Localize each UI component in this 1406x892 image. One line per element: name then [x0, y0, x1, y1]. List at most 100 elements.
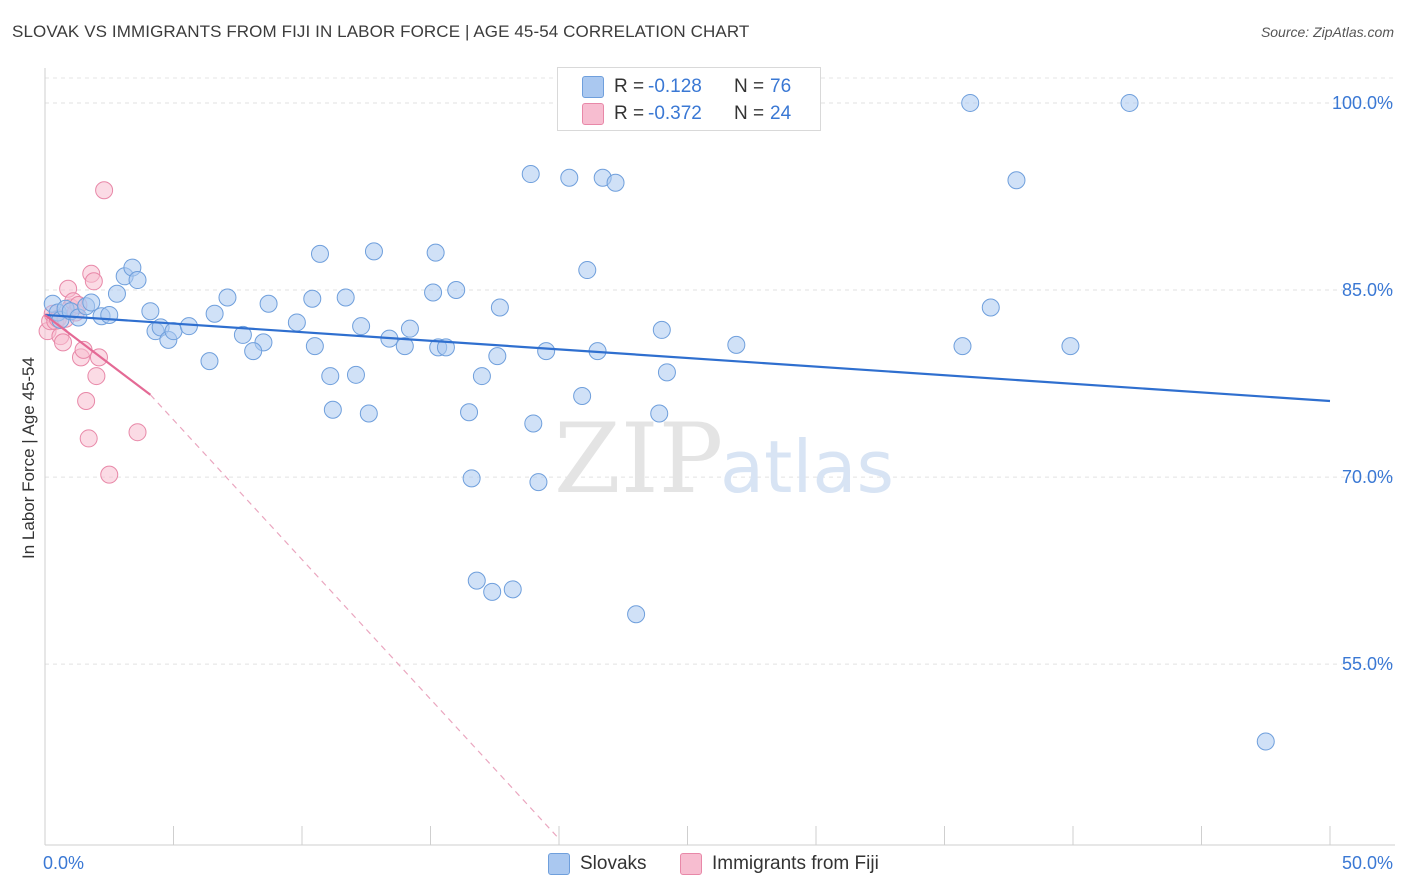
slovak-point — [521, 165, 540, 184]
n-label: N = — [734, 76, 765, 97]
slovak-point — [107, 284, 126, 303]
trendlines — [44, 313, 1331, 840]
slovak-point — [560, 168, 579, 187]
slovak-point — [100, 305, 119, 324]
watermark-atlas: atlas — [720, 425, 894, 509]
stats-legend: R = -0.128 N = 76 R = -0.372 N = 24 — [557, 67, 821, 131]
slovak-point — [321, 367, 340, 386]
slovak-point — [141, 302, 160, 321]
fiji-point — [87, 367, 106, 386]
slovak-point — [467, 571, 486, 590]
slovak-point — [447, 281, 466, 300]
slovak-point — [573, 387, 592, 406]
fiji-point — [53, 333, 72, 352]
fiji-point — [100, 465, 119, 484]
slovak-point — [1256, 732, 1275, 751]
slovak-point — [200, 352, 219, 371]
slovak-point — [727, 335, 746, 354]
fiji-n-value: 24 — [770, 103, 792, 124]
slovak-points — [43, 93, 1275, 751]
y-axis-label: In Labor Force | Age 45-54 — [19, 357, 38, 559]
fiji-legend-swatch — [680, 853, 702, 875]
watermark: ZIP atlas — [554, 403, 894, 515]
slovak-point — [218, 288, 237, 307]
slovak-point — [529, 473, 548, 492]
slovak-point — [460, 403, 479, 422]
slovak-point — [490, 298, 509, 317]
slovak-point — [424, 283, 443, 302]
x-tick-label-end: 50.0% — [1342, 853, 1393, 873]
slovak-point — [336, 288, 355, 307]
r-label: R = — [614, 76, 645, 97]
fiji-points — [38, 181, 147, 484]
slovak-point — [233, 325, 252, 344]
slovak-point — [578, 261, 597, 280]
x-tick-label-start: 0.0% — [43, 853, 84, 873]
y-tick-label: 85.0% — [1342, 280, 1393, 300]
slovak-point — [305, 337, 324, 356]
slovaks-legend-label: Slovaks — [580, 853, 647, 874]
y-tick-label: 100.0% — [1332, 93, 1393, 113]
slovak-point — [364, 242, 383, 261]
fiji-point — [77, 392, 96, 411]
slovak-point — [483, 582, 502, 601]
slovak-point — [359, 404, 378, 423]
slovak-point — [82, 293, 101, 312]
slovak-point — [462, 469, 481, 488]
chart-title: SLOVAK VS IMMIGRANTS FROM FIJI IN LABOR … — [12, 22, 750, 41]
fiji-point — [128, 423, 147, 442]
slovak-point — [352, 317, 371, 336]
slovak-point — [488, 347, 507, 366]
fiji-point — [84, 272, 103, 291]
slovaks-swatch — [582, 76, 604, 98]
slovak-point — [503, 580, 522, 599]
slovak-point — [259, 294, 278, 313]
slovak-point — [164, 322, 183, 341]
slovak-point — [472, 367, 491, 386]
x-tick-labels: 0.0% 50.0% — [43, 853, 1393, 873]
slovak-point — [346, 365, 365, 384]
n-label: N = — [734, 103, 765, 124]
slovak-point — [310, 244, 329, 263]
watermark-zip: ZIP — [554, 403, 723, 515]
bottom-legend-fiji[interactable]: Immigrants from Fiji — [680, 850, 879, 878]
slovak-point — [650, 404, 669, 423]
fiji-point — [95, 181, 114, 200]
slovaks-legend-swatch — [548, 853, 570, 875]
fiji-point — [79, 429, 98, 448]
slovak-point — [657, 363, 676, 382]
slovak-point — [244, 342, 263, 361]
slovak-point — [953, 337, 972, 356]
grid-lines — [45, 77, 1395, 665]
slovak-point — [179, 317, 198, 336]
slovak-point — [981, 298, 1000, 317]
fiji-r-value: -0.372 — [648, 103, 702, 124]
slovak-point — [1007, 171, 1026, 190]
slovak-point — [287, 313, 306, 332]
fiji-swatch — [582, 103, 604, 125]
slovaks-trendline — [44, 313, 1331, 403]
fiji-legend-label: Immigrants from Fiji — [712, 853, 879, 874]
source-credit: Source: ZipAtlas.com — [1260, 24, 1394, 40]
slovak-point — [128, 271, 147, 290]
slovak-point — [303, 289, 322, 308]
slovak-point — [205, 304, 224, 323]
slovak-point — [627, 605, 646, 624]
slovak-point — [606, 173, 625, 192]
bottom-legend-slovaks[interactable]: Slovaks — [548, 850, 647, 878]
slovak-point — [537, 342, 556, 361]
slovaks-r-value: -0.128 — [648, 76, 702, 97]
slovak-point — [652, 320, 671, 339]
y-tick-labels: 55.0% 70.0% 85.0% 100.0% — [1332, 93, 1393, 674]
fiji-trendline-dashed — [149, 394, 560, 840]
slovaks-n-value: 76 — [770, 76, 792, 97]
slovak-point — [323, 400, 342, 419]
slovak-point — [426, 243, 445, 262]
slovak-point — [400, 319, 419, 338]
r-label: R = — [614, 103, 645, 124]
slovak-point — [524, 414, 543, 433]
y-tick-label: 70.0% — [1342, 467, 1393, 487]
y-tick-label: 55.0% — [1342, 654, 1393, 674]
fiji-trendline-solid — [44, 314, 152, 396]
